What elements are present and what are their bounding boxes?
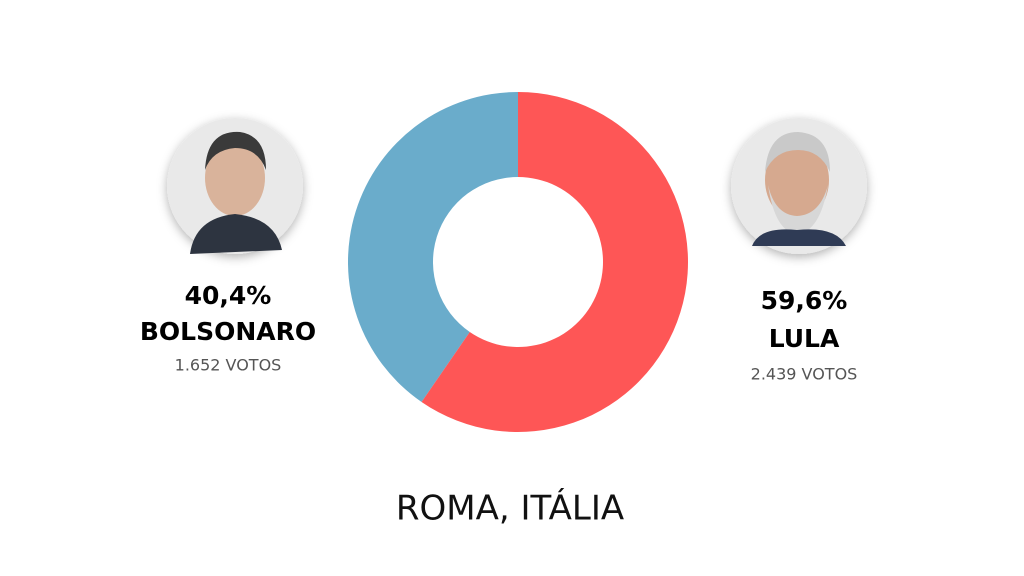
photo-bolsonaro bbox=[167, 118, 303, 254]
votes-label: 1.652 VOTOS bbox=[175, 356, 282, 375]
value-label: 59,6% bbox=[761, 286, 848, 315]
donut-slice bbox=[348, 92, 518, 403]
votes-label: 2.439 VOTOS bbox=[751, 365, 858, 384]
legend-label: LULA bbox=[769, 324, 840, 353]
value-label: 40,4% bbox=[185, 281, 272, 310]
chart-title: ROMA, ITÁLIA bbox=[396, 488, 624, 529]
donut-slice bbox=[421, 92, 688, 432]
legend-label: BOLSONARO bbox=[140, 317, 316, 346]
photo-lula bbox=[731, 118, 867, 254]
